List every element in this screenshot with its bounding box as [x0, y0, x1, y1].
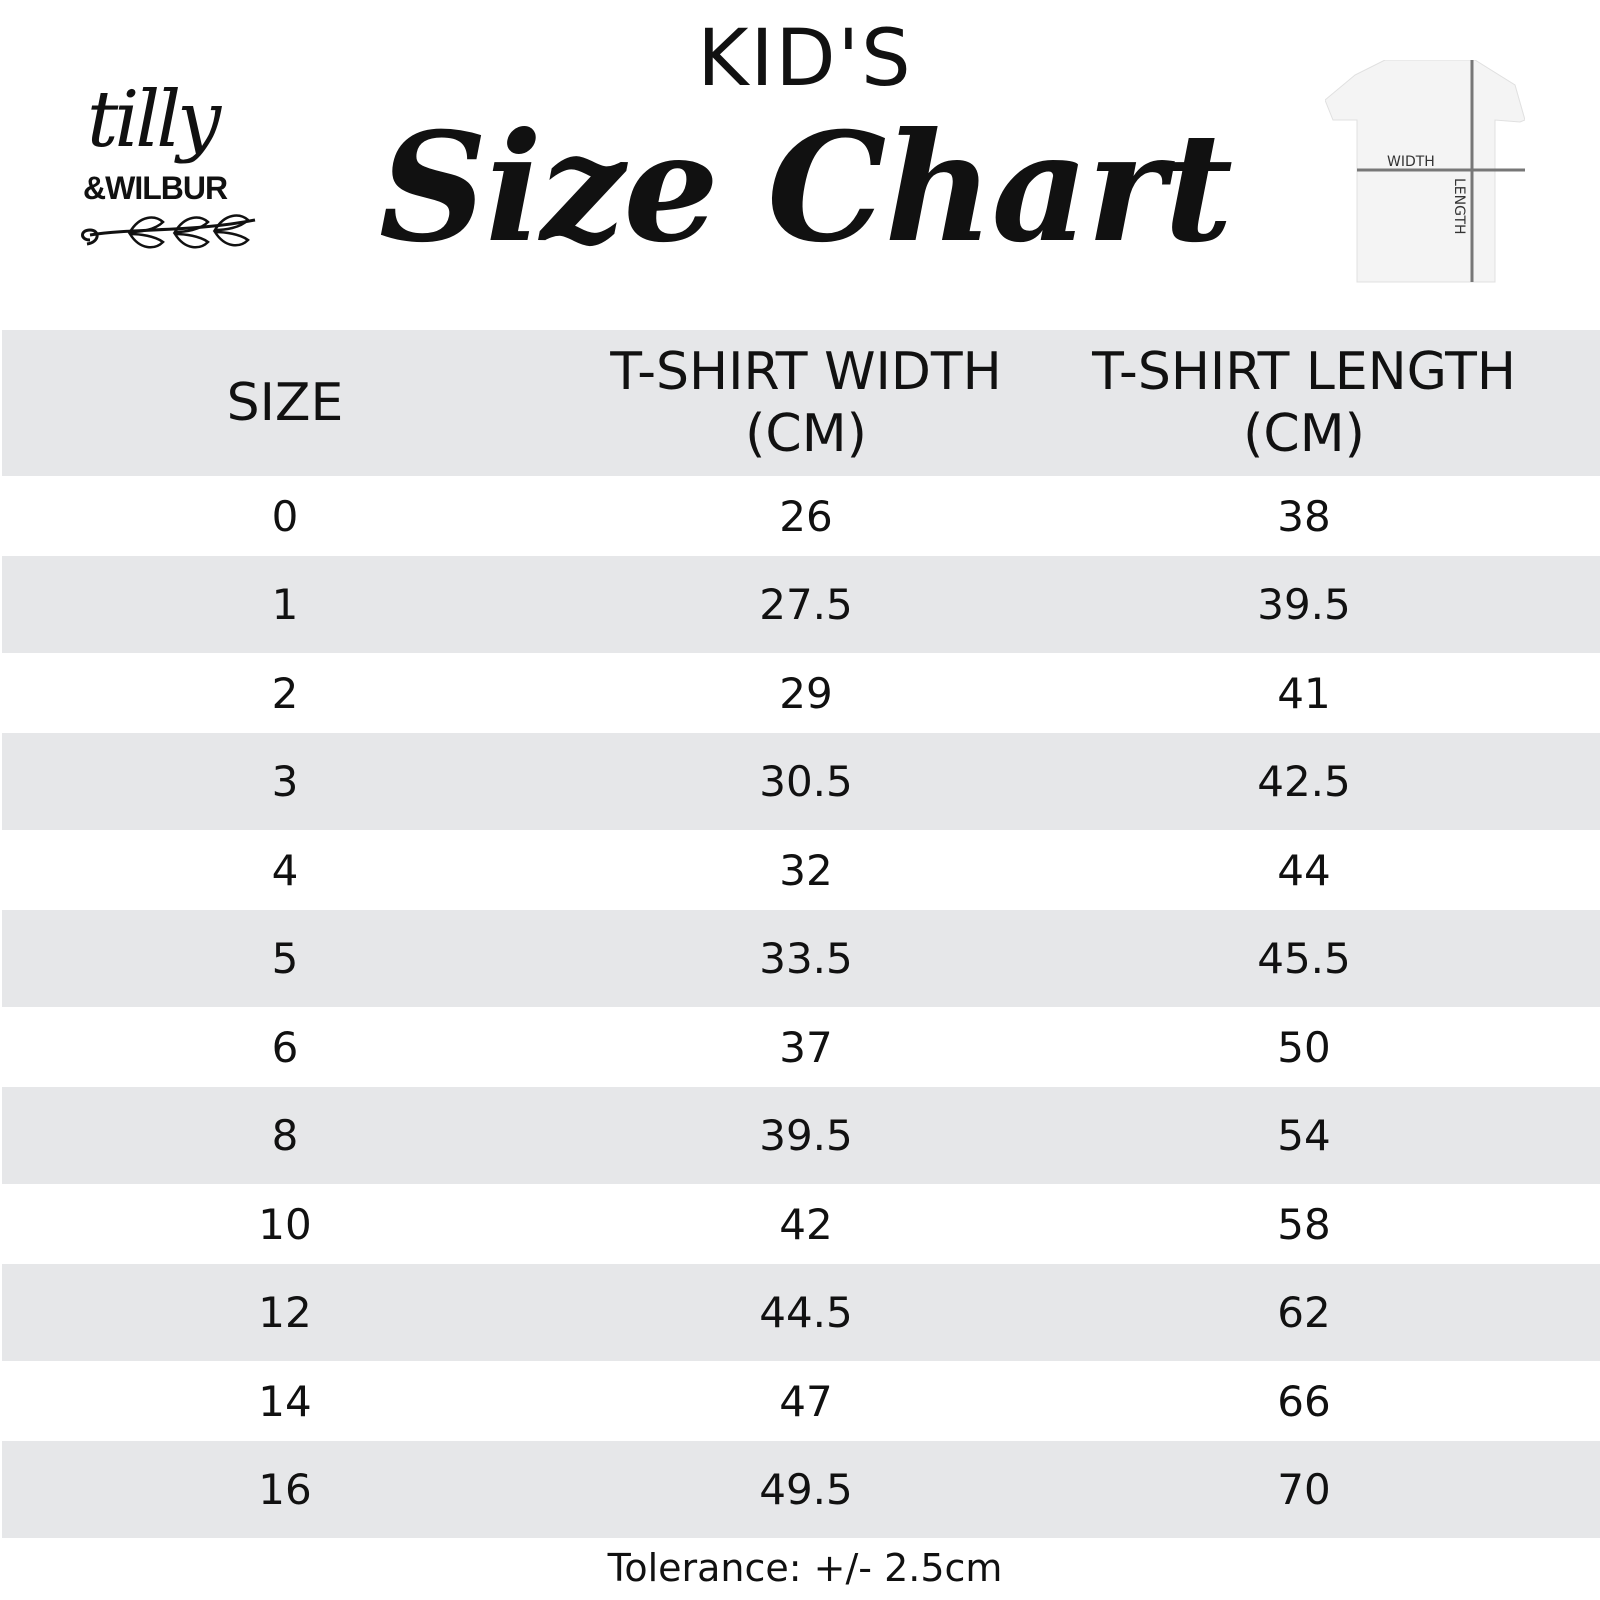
- table-row: 8 39.5 54: [2, 1087, 1600, 1184]
- width-cell: 30.5: [759, 757, 853, 806]
- width-cell: 37: [779, 1022, 833, 1072]
- width-cell: 47: [779, 1376, 833, 1426]
- table-row: 6 37 50: [2, 1007, 1600, 1087]
- leaf-vine-icon: [81, 214, 256, 249]
- size-cell: 4: [271, 845, 299, 895]
- width-label: WIDTH: [1387, 154, 1435, 170]
- length-cell: 54: [1277, 1111, 1331, 1160]
- length-cell: 38: [1277, 491, 1331, 541]
- width-cell: 32: [779, 845, 833, 895]
- width-cell: 33.5: [759, 934, 853, 983]
- size-cell: 12: [258, 1288, 312, 1337]
- length-cell: 39.5: [1257, 580, 1351, 629]
- table-row: 4 32 44: [2, 830, 1600, 910]
- width-cell: 27.5: [759, 580, 853, 629]
- kicker-heading: KID'S: [697, 14, 913, 104]
- brand-logo: tilly &WILBUR: [75, 75, 275, 265]
- width-cell: 39.5: [759, 1111, 853, 1160]
- logo-text-tilly: tilly: [87, 75, 221, 165]
- table-row: 1 27.5 39.5: [2, 556, 1600, 653]
- table-row: 14 47 66: [2, 1361, 1600, 1441]
- size-table: SIZE T-SHIRT WIDTH (CM) T-SHIRT LENGTH (…: [2, 330, 1600, 1538]
- length-cell: 66: [1277, 1376, 1331, 1426]
- tshirt-measurement-diagram: WIDTH LENGTH: [1324, 59, 1526, 290]
- table-row: 16 49.5 70: [2, 1441, 1600, 1538]
- header-size: SIZE: [226, 373, 344, 433]
- size-cell: 10: [258, 1199, 312, 1249]
- size-cell: 2: [271, 668, 299, 718]
- width-cell: 49.5: [759, 1465, 853, 1514]
- size-cell: 16: [258, 1465, 312, 1514]
- length-cell: 58: [1277, 1199, 1331, 1249]
- page-title: Size Chart: [378, 100, 1233, 276]
- size-cell: 5: [271, 934, 299, 983]
- size-cell: 1: [271, 580, 299, 629]
- size-cell: 14: [258, 1376, 312, 1426]
- length-cell: 70: [1277, 1465, 1331, 1514]
- header-length: T-SHIRT LENGTH (CM): [1092, 342, 1516, 464]
- length-cell: 50: [1277, 1022, 1331, 1072]
- table-row: 3 30.5 42.5: [2, 733, 1600, 830]
- length-cell: 62: [1277, 1288, 1331, 1337]
- length-cell: 44: [1277, 845, 1331, 895]
- table-row: 5 33.5 45.5: [2, 910, 1600, 1007]
- table-row: 12 44.5 62: [2, 1264, 1600, 1361]
- width-cell: 29: [779, 668, 833, 718]
- tolerance-note: Tolerance: +/- 2.5cm: [607, 1546, 1003, 1590]
- table-row: 10 42 58: [2, 1184, 1600, 1264]
- logo-text-wilbur: &WILBUR: [83, 170, 228, 206]
- size-cell: 0: [271, 491, 299, 541]
- size-cell: 8: [271, 1111, 299, 1160]
- size-cell: 6: [271, 1022, 299, 1072]
- header-width: T-SHIRT WIDTH (CM): [610, 342, 1002, 464]
- table-row: 0 26 38: [2, 476, 1600, 556]
- length-cell: 45.5: [1257, 934, 1351, 983]
- length-cell: 42.5: [1257, 757, 1351, 806]
- width-cell: 42: [779, 1199, 833, 1249]
- length-label: LENGTH: [1451, 178, 1467, 235]
- length-cell: 41: [1277, 668, 1331, 718]
- width-cell: 44.5: [759, 1288, 853, 1337]
- size-cell: 3: [271, 757, 299, 806]
- table-header-row: SIZE T-SHIRT WIDTH (CM) T-SHIRT LENGTH (…: [2, 330, 1600, 476]
- width-cell: 26: [779, 491, 833, 541]
- table-row: 2 29 41: [2, 653, 1600, 733]
